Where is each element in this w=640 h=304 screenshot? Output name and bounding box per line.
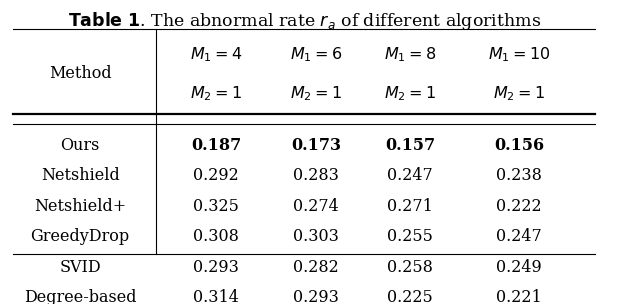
Text: 0.173: 0.173	[291, 136, 341, 154]
Text: Degree-based: Degree-based	[24, 289, 136, 304]
Text: 0.271: 0.271	[387, 198, 433, 215]
Text: 0.255: 0.255	[387, 228, 433, 245]
Text: 0.292: 0.292	[193, 167, 239, 184]
Text: $\mathbf{Table\ 1}$. The abnormal rate $r_a$ of different algorithms: $\mathbf{Table\ 1}$. The abnormal rate $…	[68, 10, 541, 33]
Text: $M_2 = 1$: $M_2 = 1$	[191, 84, 242, 103]
Text: $M_2 = 1$: $M_2 = 1$	[493, 84, 545, 103]
Text: 0.258: 0.258	[387, 259, 433, 276]
Text: 0.283: 0.283	[293, 167, 339, 184]
Text: 0.282: 0.282	[293, 259, 339, 276]
Text: 0.238: 0.238	[496, 167, 542, 184]
Text: $M_1 = 8$: $M_1 = 8$	[384, 45, 436, 64]
Text: $M_2 = 1$: $M_2 = 1$	[291, 84, 342, 103]
Text: 0.247: 0.247	[496, 228, 542, 245]
Text: 0.222: 0.222	[496, 198, 542, 215]
Text: 0.156: 0.156	[494, 136, 544, 154]
Text: 0.274: 0.274	[293, 198, 339, 215]
Text: Netshield: Netshield	[41, 167, 120, 184]
Text: $M_1 = 4$: $M_1 = 4$	[190, 45, 243, 64]
Text: 0.157: 0.157	[385, 136, 435, 154]
Text: 0.221: 0.221	[496, 289, 542, 304]
Text: Method: Method	[49, 65, 111, 82]
Text: 0.293: 0.293	[193, 259, 239, 276]
Text: 0.293: 0.293	[293, 289, 339, 304]
Text: 0.308: 0.308	[193, 228, 239, 245]
Text: 0.225: 0.225	[387, 289, 433, 304]
Text: 0.314: 0.314	[193, 289, 239, 304]
Text: $M_1 = 10$: $M_1 = 10$	[488, 45, 550, 64]
Text: $M_1 = 6$: $M_1 = 6$	[290, 45, 342, 64]
Text: $M_2 = 1$: $M_2 = 1$	[384, 84, 436, 103]
Text: Netshield+: Netshield+	[34, 198, 126, 215]
Text: GreedyDrop: GreedyDrop	[31, 228, 130, 245]
Text: SVID: SVID	[60, 259, 101, 276]
Text: 0.249: 0.249	[496, 259, 542, 276]
Text: 0.187: 0.187	[191, 136, 241, 154]
Text: Ours: Ours	[60, 136, 100, 154]
Text: 0.247: 0.247	[387, 167, 433, 184]
Text: 0.325: 0.325	[193, 198, 239, 215]
Text: 0.303: 0.303	[293, 228, 339, 245]
